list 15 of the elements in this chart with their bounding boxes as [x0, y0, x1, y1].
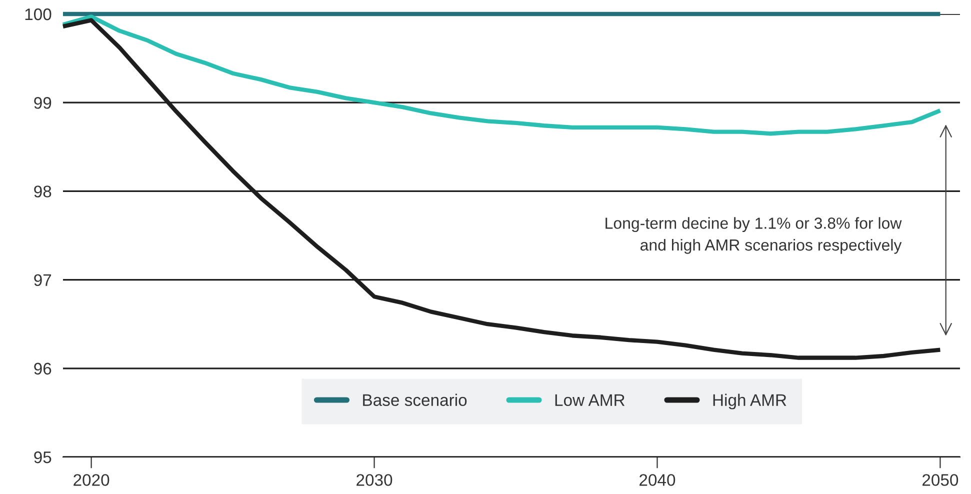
y-tick-label: 100	[25, 8, 52, 20]
line-series	[60, 14, 942, 136]
y-tick-label: 98	[34, 186, 52, 198]
y-tick-label: 96	[34, 362, 52, 375]
legend-label: High AMR	[713, 394, 786, 410]
annotation: Long-term decine by 1.1% or 3.8% for low and high AMR scenarios respectively	[606, 217, 902, 254]
legend-label: Base scenario	[363, 394, 467, 406]
x-tick-label: 2030	[356, 474, 392, 486]
x-tick-label: 2020	[74, 474, 110, 486]
x-tick-label: 2040	[640, 474, 676, 486]
legend-label: Low AMR	[555, 394, 625, 406]
y-tick-label: 99	[34, 97, 52, 109]
x-tick-label: 2050	[922, 474, 958, 486]
y-tick-label: 95	[34, 451, 52, 464]
y-tick-label: 97	[34, 274, 52, 286]
